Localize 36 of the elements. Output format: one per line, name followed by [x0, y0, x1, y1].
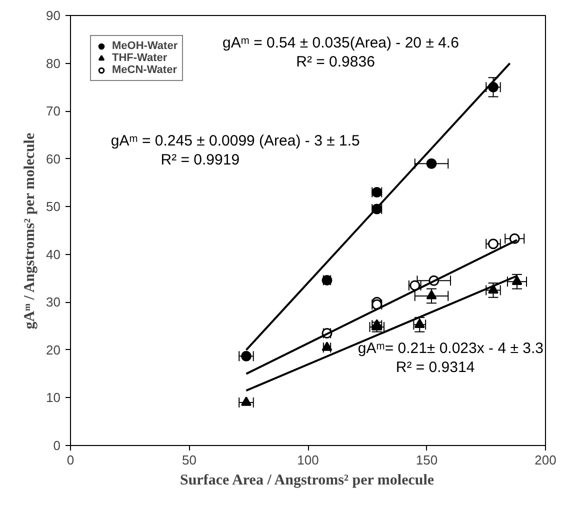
point [414, 318, 425, 328]
y-tick-label: 10 [46, 390, 61, 406]
y-tick-label: 70 [46, 104, 61, 119]
x-axis-title: Surface Area / Angstroms² per molecule [180, 472, 434, 488]
point [241, 350, 252, 362]
point [426, 290, 437, 300]
y-tick-label: 90 [46, 8, 61, 23]
y-tick-label: 40 [46, 246, 61, 262]
point [512, 276, 522, 285]
annotation: gAᵐ= 0.21± 0.023x - 4 ± 3.3 [358, 340, 544, 358]
annotation: gAᵐ = 0.245 ± 0.0099 (Area) - 3 ± 1.5 [110, 132, 360, 150]
legend-label: MeCN-Water [112, 64, 177, 76]
point [241, 396, 252, 406]
y-tick-label: 0 [53, 438, 61, 453]
point [488, 238, 498, 250]
y-tick-label: 20 [46, 342, 61, 358]
point [426, 158, 437, 169]
point [488, 284, 498, 294]
annotation: R² = 0.9919 [160, 151, 240, 168]
x-tick-label: 100 [297, 452, 319, 468]
y-tick-label: 50 [46, 199, 61, 214]
x-tick-label: 50 [182, 452, 196, 468]
y-tick-label: 80 [46, 56, 61, 71]
annotation: R² = 0.9314 [396, 359, 475, 376]
y-axis-title: gAᵐ / Angstroms² per molecule [22, 132, 38, 330]
legend-label: MeOH-Water [112, 40, 178, 52]
point [372, 319, 382, 328]
y-tick-label: 30 [46, 294, 61, 310]
legend-label: THF-Water [112, 52, 168, 64]
y-tick-label: 60 [46, 151, 61, 166]
x-tick-label: 0 [66, 452, 74, 468]
annotation: gAᵐ = 0.54 ± 0.035(Area) - 20 ± 4.6 [222, 34, 459, 52]
x-tick-label: 200 [534, 452, 556, 468]
point [322, 342, 332, 351]
annotation: R² = 0.9836 [296, 53, 375, 70]
x-tick-label: 150 [416, 452, 438, 468]
